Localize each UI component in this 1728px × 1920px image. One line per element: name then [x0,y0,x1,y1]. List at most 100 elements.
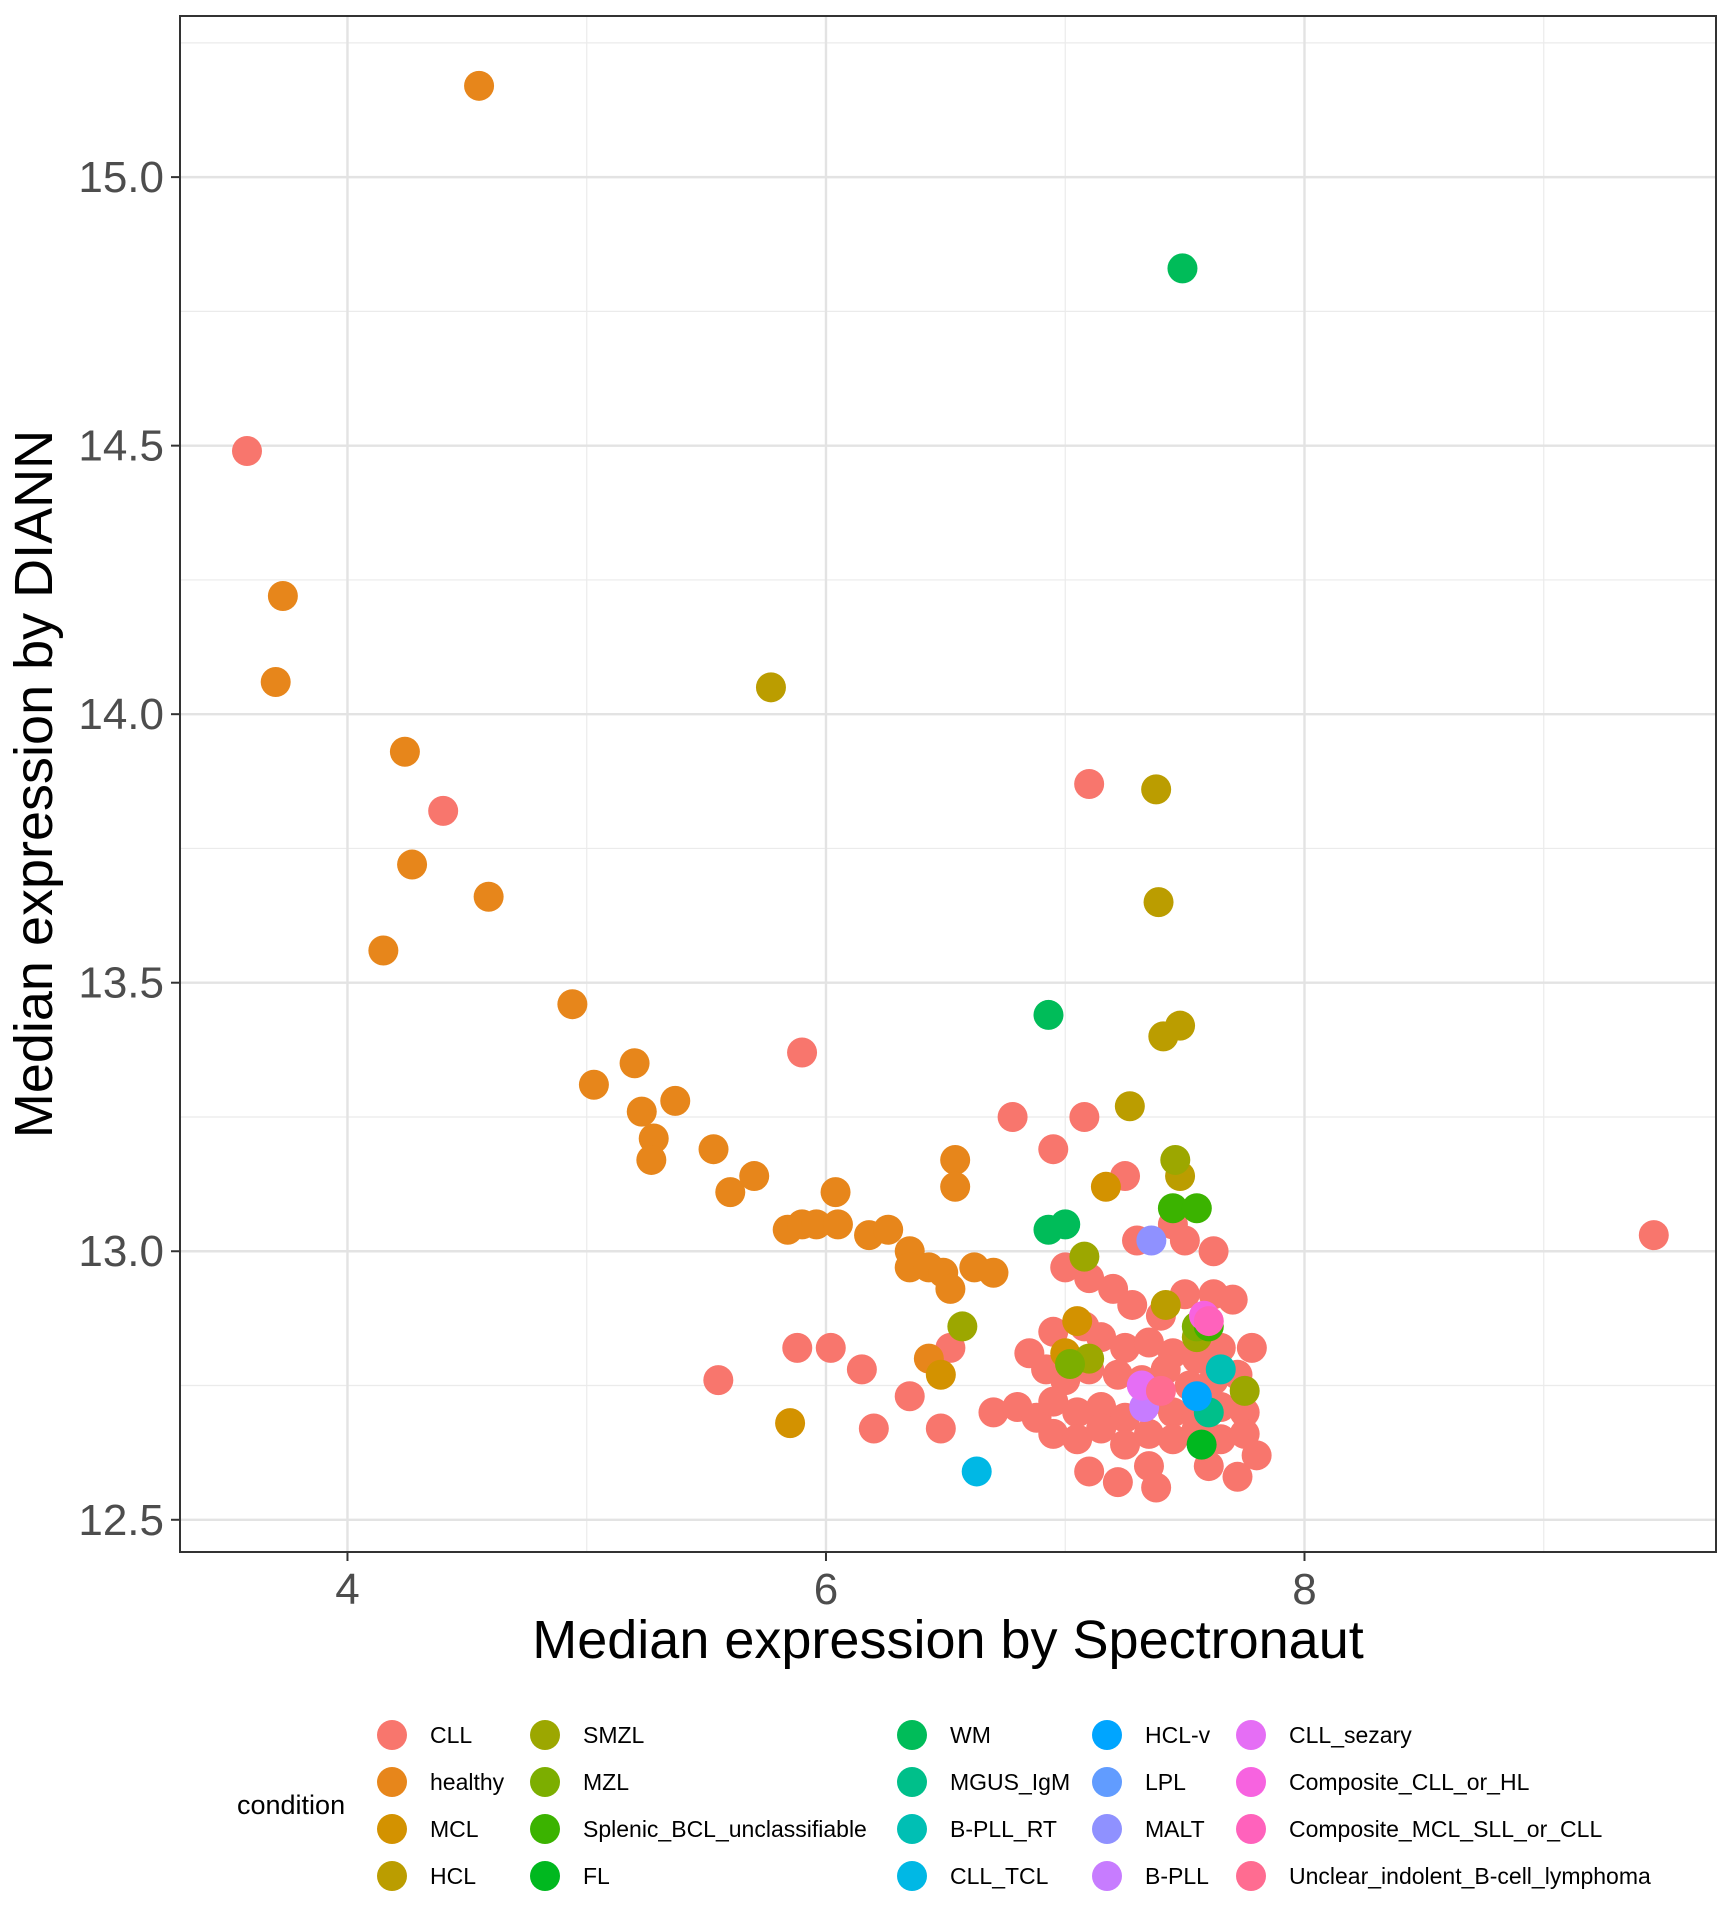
y-tick-label: 14.5 [78,422,164,471]
legend-key-malt [1092,1814,1122,1844]
x-axis-title: Median expression by Spectronaut [532,1610,1364,1670]
point-cll [1133,1327,1164,1358]
y-axis-title: Median expression by DIANN [4,430,64,1138]
point-mcl [925,1359,956,1390]
point-cll-tcl [961,1456,992,1487]
legend-label-wm: WM [950,1722,991,1748]
legend-key-smzl [530,1720,560,1750]
y-tick-label: 13.5 [78,959,164,1008]
legend-label-cll-tcl: CLL_TCL [950,1863,1049,1889]
point-b-pll-rt [1205,1354,1236,1385]
point-unclear-indolent-b-cell-lymphoma [1145,1375,1176,1406]
point-cll [1086,1413,1117,1444]
point-healthy [822,1209,853,1240]
minor-gridlines [180,16,1716,1552]
point-healthy [619,1048,650,1079]
point-healthy [397,849,428,880]
point-healthy [626,1096,657,1127]
point-cll [1102,1467,1133,1498]
legend-key-composite-mcl-sll-or-cll [1236,1814,1266,1844]
legend-label-b-pll-rt: B-PLL_RT [950,1816,1057,1842]
point-smzl [1229,1375,1260,1406]
point-cll [1217,1284,1248,1315]
legend-label-splenic-bcl-unclassifiable: Splenic_BCL_unclassifiable [583,1816,867,1842]
point-healthy [978,1257,1009,1288]
y-axis: 12.5 13.0 13.5 14.0 14.5 15.0 [78,153,180,1545]
legend-label-mgus-igm: MGUS_IgM [950,1769,1070,1795]
y-tick-label: 13.0 [78,1227,164,1276]
legend-label-malt: MALT [1145,1816,1205,1842]
point-mcl [1062,1306,1093,1337]
point-mzl [1055,1349,1086,1380]
point-cll [231,436,262,467]
point-cll [1222,1461,1253,1492]
point-cll [925,1413,956,1444]
legend-key-b-pll [1092,1861,1122,1891]
point-cll [1074,769,1105,799]
point-cll [1062,1424,1093,1455]
legend-key-composite-cll-or-hl [1236,1767,1266,1797]
point-cll [978,1397,1009,1428]
point-cll [858,1413,889,1444]
point-hcl [1150,1289,1181,1320]
point-cll [997,1101,1028,1132]
point-cll [1069,1101,1100,1132]
point-cll [1141,1472,1172,1503]
point-smzl [1160,1144,1191,1175]
point-cll [1102,1359,1133,1390]
point-cll [1169,1225,1200,1256]
point-cll [1038,1418,1069,1449]
legend-label-fl: FL [583,1863,610,1889]
legend: condition CLL healthy MCL HCL SMZL MZL Splenic… [237,1720,1651,1891]
point-healthy [267,581,298,612]
point-healthy [389,736,420,767]
legend-label-healthy: healthy [430,1769,505,1795]
y-tick-label: 12.5 [78,1496,164,1545]
point-hcl [1148,1021,1179,1052]
point-healthy [739,1161,770,1192]
point-healthy [557,989,588,1020]
legend-label-composite-cll-or-hl: Composite_CLL_or_HL [1289,1769,1530,1795]
point-smzl [1069,1241,1100,1272]
legend-label-b-pll: B-PLL [1145,1863,1209,1889]
legend-key-b-pll-rt [897,1814,927,1844]
legend-key-cll [377,1720,407,1750]
point-cll [1086,1391,1117,1422]
point-cll [1198,1236,1229,1267]
legend-label-lpl: LPL [1145,1769,1186,1795]
legend-key-cll-sezary [1236,1720,1266,1750]
legend-key-unclear-indolent-b-cell-lymphoma [1236,1861,1266,1891]
point-healthy [820,1177,851,1208]
plot-panel-border [179,15,1717,1553]
legend-key-mzl [530,1767,560,1797]
point-cll [1133,1418,1164,1449]
point-hcl-v [1181,1381,1212,1412]
legend-key-hcl [377,1861,407,1891]
x-axis: 4 6 8 [335,1552,1317,1614]
point-healthy [636,1144,667,1175]
point-wm [1050,1209,1081,1240]
point-cll [894,1381,925,1412]
point-cll [1038,1134,1069,1165]
point-cll [787,1037,818,1068]
legend-label-composite-mcl-sll-or-cll: Composite_MCL_SLL_or_CLL [1289,1816,1602,1842]
legend-key-hcl-v [1092,1720,1122,1750]
point-mcl [1090,1171,1121,1202]
point-wm [1033,999,1064,1030]
legend-key-cll-tcl [897,1861,927,1891]
point-cll [1229,1397,1260,1428]
y-tick-label: 14.0 [78,690,164,739]
point-cll [428,795,459,826]
point-cll [1038,1386,1069,1417]
point-smzl [947,1311,978,1342]
legend-label-mcl: MCL [430,1816,479,1842]
point-healthy [715,1177,746,1208]
point-cll [1110,1332,1141,1363]
point-healthy [660,1085,691,1116]
point-healthy [940,1144,971,1175]
point-cll [1110,1429,1141,1460]
point-healthy [801,1209,832,1240]
legend-label-hcl: HCL [430,1863,476,1889]
legend-key-splenic-bcl-unclassifiable [530,1814,560,1844]
